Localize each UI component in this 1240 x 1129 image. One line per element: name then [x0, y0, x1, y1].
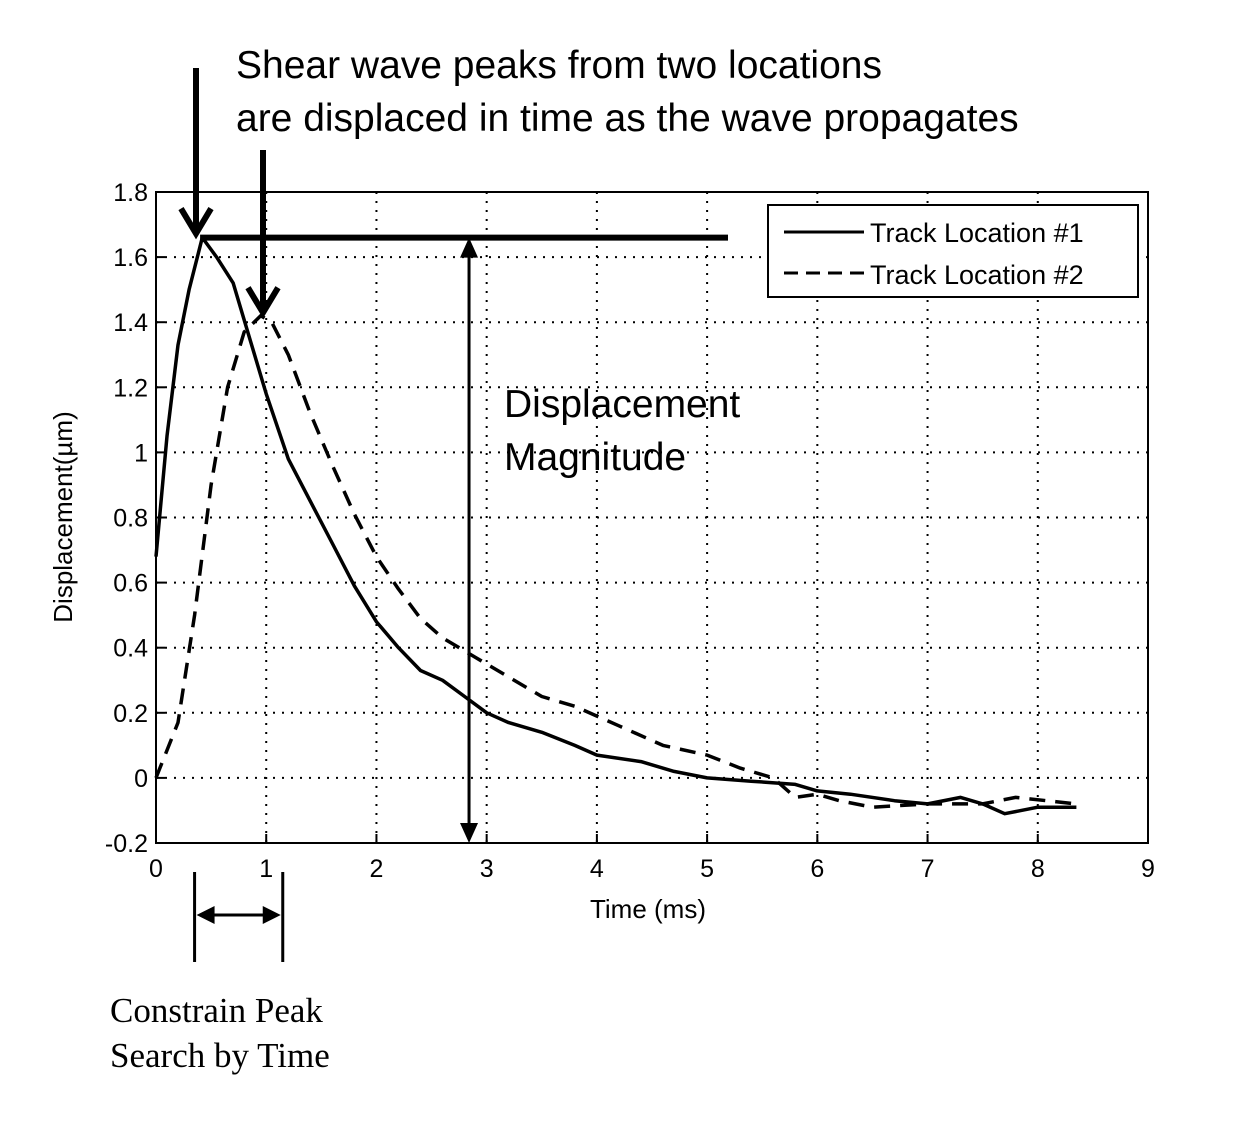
y-tick-label: 1.6: [113, 244, 148, 272]
constrain-arrow-head-left: [196, 906, 215, 924]
legend-label-1: Track Location #1: [870, 218, 1084, 248]
x-tick-label: 3: [480, 855, 494, 883]
magnitude-arrow-head-down: [460, 823, 479, 843]
x-tick-label: 4: [590, 855, 604, 883]
chart-title-line-1: Shear wave peaks from two locations: [236, 44, 882, 87]
y-tick-label: 0: [134, 765, 148, 793]
legend: Track Location #1 Track Location #2: [767, 204, 1139, 298]
y-tick-label: 0.6: [113, 570, 148, 598]
series: [154, 235, 1077, 816]
y-tick-label: 1.2: [113, 374, 148, 402]
legend-label-2: Track Location #2: [870, 260, 1084, 290]
y-tick-label: -0.2: [105, 830, 148, 858]
y-tick-label: 1: [134, 439, 148, 467]
y-tick-label: 1.8: [113, 179, 148, 207]
x-tick-label: 0: [149, 855, 163, 883]
magnitude-label-line-1: Displacement: [504, 383, 740, 426]
y-tick-label: 0.4: [113, 635, 148, 663]
x-tick-label: 9: [1141, 855, 1155, 883]
constrain-label-line-2: Search by Time: [110, 1036, 330, 1075]
constrain-label-line-1: Constrain Peak: [110, 991, 323, 1030]
grid: [156, 192, 1148, 843]
peak2-arrow-head: [245, 286, 281, 319]
x-tick-label: 5: [700, 855, 714, 883]
x-tick-label: 2: [369, 855, 383, 883]
magnitude-arrow-head-up: [460, 237, 479, 258]
x-axis-label: Time (ms): [590, 894, 706, 924]
series-line-2: [154, 313, 1077, 809]
y-tick-label: 0.2: [113, 700, 148, 728]
chart-title-line-2: are displaced in time as the wave propag…: [236, 97, 1019, 140]
x-tick-label: 8: [1031, 855, 1045, 883]
annotations: [178, 68, 728, 962]
magnitude-label-line-2: Magnitude: [504, 436, 686, 479]
peak1-arrow-head: [178, 207, 214, 240]
constrain-arrow-head-right: [262, 906, 281, 924]
series-line-1: [154, 235, 1077, 816]
y-tick-label: 0.8: [113, 505, 148, 533]
x-tick-label: 1: [259, 855, 273, 883]
ticks: 0 1 2 3 4 5 6 7 8 9-0.200.20.40.60.811.21.41.61.8: [105, 179, 1155, 883]
y-tick-label: 1.4: [113, 309, 148, 337]
x-tick-label: 6: [810, 855, 824, 883]
y-axis-label: Displacement(µm): [48, 411, 78, 622]
x-tick-label: 7: [921, 855, 935, 883]
